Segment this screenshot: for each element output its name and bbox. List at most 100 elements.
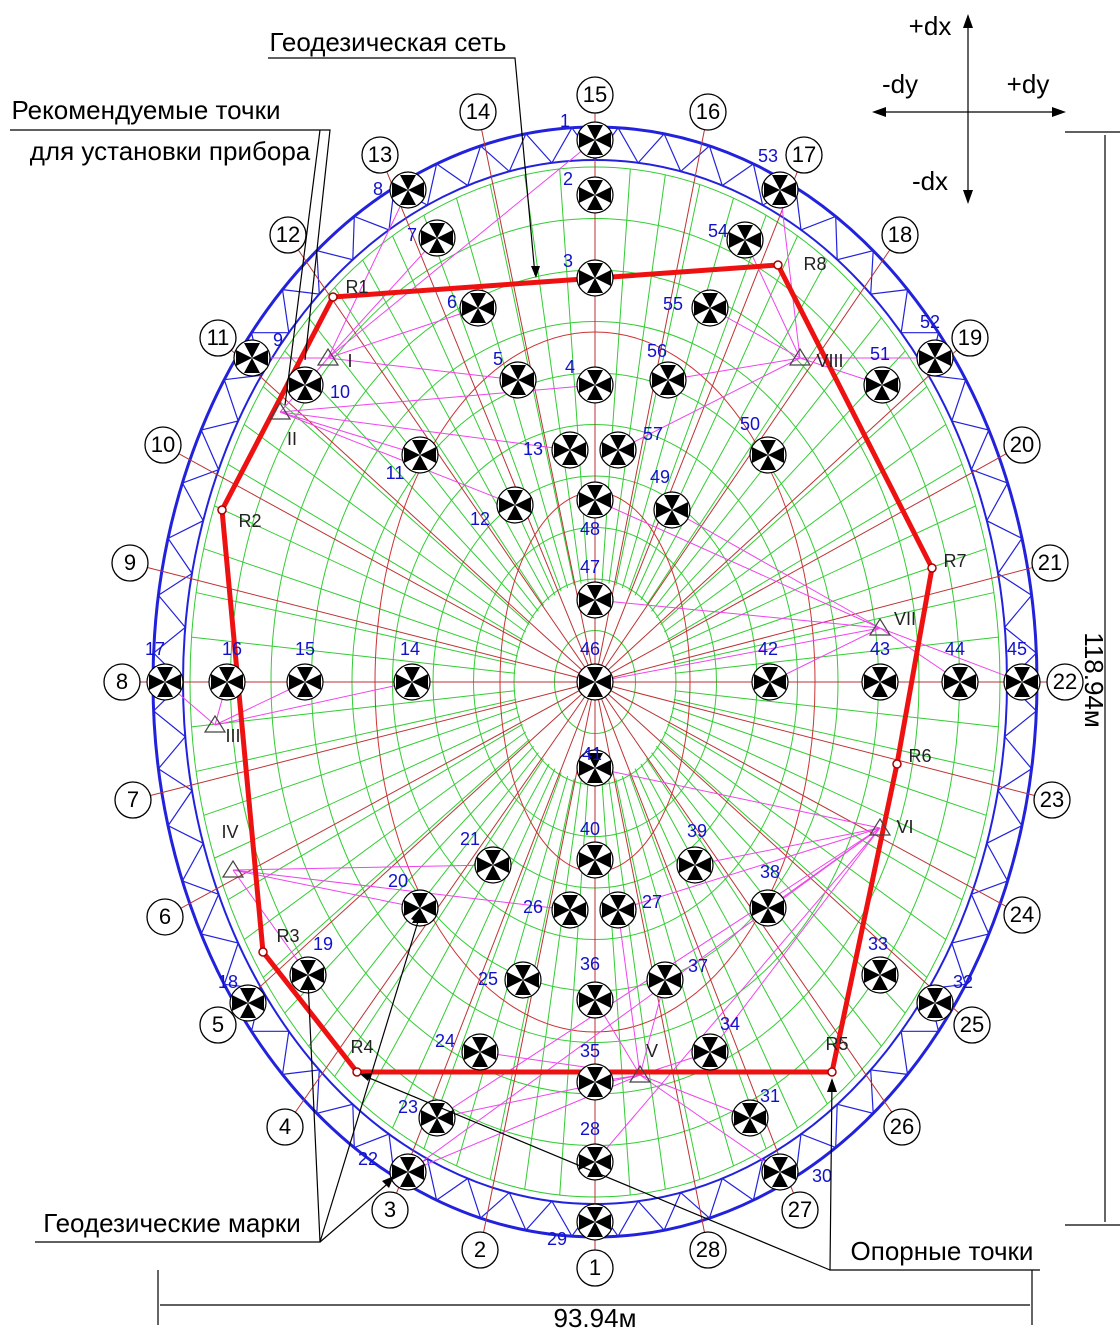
mark-label: 30 [812,1166,832,1186]
mark [475,847,511,883]
axis-label: 7 [127,787,139,812]
mark [727,222,763,258]
sight-line [328,190,408,358]
mark [552,432,588,468]
mark-label: 12 [470,509,490,529]
grid-line [670,716,975,858]
mark-label: 53 [758,146,778,166]
mark [577,260,613,296]
mark [419,1100,455,1136]
mark-label: 50 [740,414,760,434]
mark-label: 36 [580,954,600,974]
axis-label: 5 [212,1012,224,1037]
mark [287,367,323,403]
axis-label: 2 [474,1237,486,1262]
sight-line [328,358,518,380]
mark [462,1034,498,1070]
grid-line [244,732,525,940]
mark-label: 7 [407,225,417,245]
mark [577,982,613,1018]
mark [750,890,786,926]
mark [577,367,613,403]
annotation: Геодезическая сеть [270,27,507,57]
mark-label: 52 [920,312,940,332]
mark [577,664,613,700]
mark-label: 40 [580,819,600,839]
axis-label: 1 [589,1255,601,1280]
reference-point [259,948,267,956]
mark [692,290,728,326]
mark-label: 10 [330,382,350,402]
mark-label: 5 [493,349,503,369]
mark [917,985,953,1021]
axis-label: 9 [124,550,136,575]
reference-label: R1 [345,277,368,297]
mark-label: 6 [447,292,457,312]
mark-label: 24 [435,1031,455,1051]
axis-label: 28 [696,1237,720,1262]
reference-label: R7 [943,551,966,571]
mark-label: 34 [720,1014,740,1034]
leader [268,58,535,275]
grid-line [672,708,986,815]
axis-label: 13 [368,142,392,167]
mark [762,1154,798,1190]
axis-label: 14 [466,99,490,124]
axis-label: 20 [1010,432,1034,457]
axis-label: 15 [583,82,607,107]
mark [402,437,438,473]
axis-label: 21 [1038,550,1062,575]
grid-line [204,549,518,656]
reference-label: R2 [238,511,261,531]
mark [650,362,686,398]
mark [750,437,786,473]
reference-label: R6 [908,746,931,766]
axis-label: 25 [960,1012,984,1037]
mark [577,1204,613,1240]
mark-label: 31 [760,1086,780,1106]
mark-label: 9 [273,330,283,350]
mark-label: 46 [580,639,600,659]
reference-point [893,760,901,768]
mark-label: 22 [358,1149,378,1169]
annotation: Геодезические марки [43,1208,300,1238]
reference-label: R8 [803,254,826,274]
mark-label: 35 [580,1041,600,1061]
drawing: 1234567891011121314151617181920212223242… [0,0,1120,1330]
mark-label: 19 [313,934,333,954]
annotation: Рекомендуемые точки [11,95,280,125]
mark [552,892,588,928]
mark-label: 51 [870,344,890,364]
sight-line [408,828,880,1172]
mark-label: 14 [400,639,420,659]
mark-label: 49 [650,467,670,487]
axis-label: 27 [788,1197,812,1222]
mark-label: 18 [218,972,238,992]
station-label: V [646,1041,658,1061]
grid-line [196,593,516,665]
mark-label: 11 [386,463,405,483]
mark [287,664,323,700]
reference-point [329,293,337,301]
axis-label: 22 [1053,669,1077,694]
reference-label: R4 [350,1037,373,1057]
mark [647,962,683,998]
axis-label: 12 [276,222,300,247]
station-label: VIII [816,351,843,371]
reference-point [774,261,782,269]
station-label: III [225,726,240,746]
axis-label: 17 [792,142,816,167]
mark [577,842,613,878]
mark-label: 56 [647,341,667,361]
annotation: для установки прибора [30,136,311,166]
mark-label: 45 [1007,639,1027,659]
mark [692,1034,728,1070]
mark [577,122,613,158]
axis-label: 18 [888,222,912,247]
sight-line [280,385,595,412]
mark-label: 37 [688,956,708,976]
station-label: I [347,351,352,371]
axis-line [387,172,595,682]
station-label: VII [894,609,916,629]
mark-label: 15 [295,639,315,659]
